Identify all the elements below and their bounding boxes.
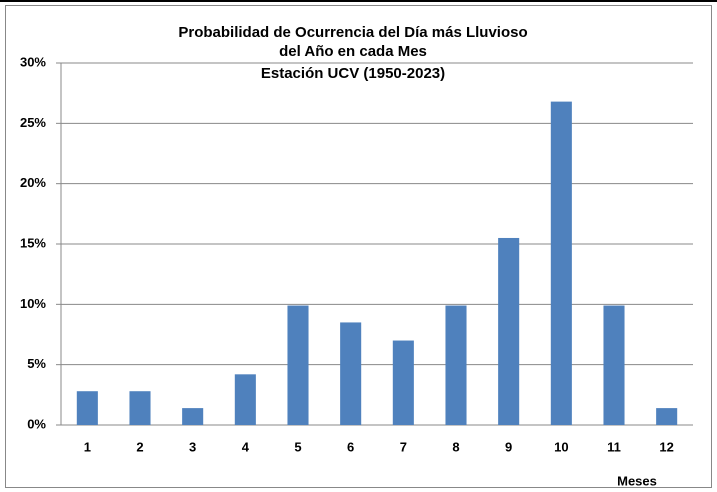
x-tick-label: 10 <box>554 439 568 454</box>
chart-title: Estación UCV (1950-2023) <box>261 65 445 82</box>
x-axis-label: Meses <box>617 473 657 488</box>
chart-title: del Año en cada Mes <box>279 43 427 60</box>
x-tick-label: 6 <box>347 439 354 454</box>
bar <box>656 408 678 425</box>
bar <box>550 101 572 425</box>
chart-border <box>5 5 712 488</box>
x-tick-label: 12 <box>659 439 673 454</box>
y-tick-label: 30% <box>20 54 46 69</box>
x-tick-label: 5 <box>294 439 301 454</box>
bar <box>234 374 256 425</box>
x-tick-label: 8 <box>452 439 459 454</box>
x-tick-label: 2 <box>136 439 143 454</box>
bar <box>76 391 98 425</box>
y-tick-label: 10% <box>20 296 46 311</box>
y-tick-label: 5% <box>27 356 46 371</box>
bar <box>445 305 467 425</box>
bar <box>340 322 362 425</box>
bar <box>498 237 520 425</box>
y-tick-label: 15% <box>20 235 46 250</box>
bar <box>603 305 625 425</box>
chart-title: Probabilidad de Ocurrencia del Día más L… <box>178 24 527 41</box>
x-tick-label: 7 <box>400 439 407 454</box>
bar <box>287 305 309 425</box>
bar <box>182 408 204 425</box>
x-tick-label: 9 <box>505 439 512 454</box>
x-tick-label: 1 <box>84 439 91 454</box>
bar <box>129 391 151 425</box>
y-tick-label: 0% <box>27 416 46 431</box>
y-tick-label: 25% <box>20 115 46 130</box>
x-tick-label: 11 <box>607 439 621 454</box>
bar <box>392 340 414 425</box>
x-tick-label: 3 <box>189 439 196 454</box>
x-tick-label: 4 <box>242 439 250 454</box>
y-tick-label: 20% <box>20 175 46 190</box>
